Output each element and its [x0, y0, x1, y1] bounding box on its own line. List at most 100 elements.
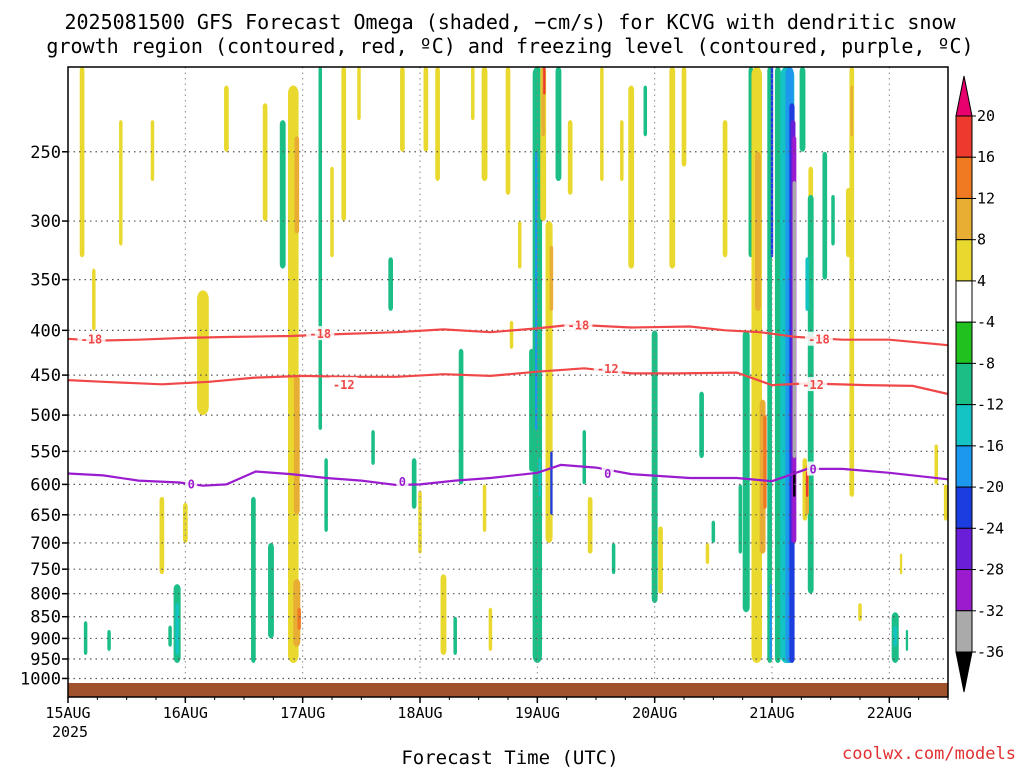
- contour-label: 0: [188, 477, 195, 491]
- contour-line: [67, 463, 949, 487]
- omega-cell: [509, 320, 514, 349]
- omega-cell: [738, 484, 743, 554]
- y-tick-label: 300: [30, 212, 61, 232]
- omega-cell: [850, 85, 853, 137]
- x-tick-label: 16AUG: [163, 704, 208, 722]
- colorbar-swatch: [955, 239, 973, 282]
- colorbar-label: 16: [977, 148, 995, 166]
- omega-cell: [792, 181, 797, 459]
- colorbar-label: -28: [977, 561, 1004, 579]
- colorbar-swatch: [955, 404, 973, 447]
- colorbar-swatch: [955, 362, 973, 406]
- omega-cell: [905, 629, 909, 651]
- omega-cell: [423, 67, 429, 152]
- colorbar-label: -24: [977, 519, 1004, 537]
- contour-label-bg: [799, 377, 828, 392]
- contour-label-bg: [593, 361, 622, 376]
- omega-cell: [482, 484, 487, 532]
- omega-cell: [440, 574, 447, 655]
- contour-label-bg: [807, 461, 820, 476]
- colorbar-label: 4: [977, 272, 986, 290]
- omega-cell: [182, 502, 188, 543]
- omega-cell: [471, 67, 475, 121]
- omega-cell: [488, 607, 493, 651]
- omega-cell: [175, 603, 179, 655]
- x-axis-year: 2025: [52, 723, 88, 741]
- colorbar-label: 20: [977, 107, 995, 125]
- omega-cell: [341, 67, 347, 222]
- y-tick-label: 250: [30, 143, 61, 163]
- y-tick-label: 400: [30, 321, 61, 341]
- y-tick-label: 850: [30, 608, 61, 628]
- omega-cell: [324, 458, 328, 532]
- omega-cell: [107, 629, 111, 651]
- colorbar-swatch: [955, 445, 973, 488]
- temperature-contours: -18 -18 -18 -18 -12 -12 -12 0 0 0 0: [67, 317, 949, 491]
- omega-cell: [763, 415, 767, 509]
- contour-label: -12: [597, 362, 619, 376]
- contour-label: 0: [604, 467, 611, 481]
- x-tick-label: 21AUG: [749, 704, 794, 722]
- omega-cell: [371, 430, 375, 465]
- omega-cell: [262, 103, 268, 222]
- y-tick-label: 1000: [20, 669, 61, 689]
- colorbar-label: -4: [977, 313, 995, 331]
- colorbar-label: 8: [977, 231, 986, 249]
- colorbar-label: 12: [977, 189, 995, 207]
- omega-cell: [587, 496, 593, 554]
- colorbar-label: -32: [977, 602, 1004, 620]
- omega-cell: [555, 67, 562, 182]
- omega-cell: [620, 120, 624, 182]
- omega-cell: [481, 67, 488, 182]
- colorbar-swatch: [955, 115, 973, 158]
- omega-cell: [458, 348, 464, 485]
- y-tick-label: 450: [30, 366, 61, 386]
- omega-cell: [705, 542, 710, 565]
- omega-cell: [293, 375, 300, 515]
- colorbar-swatch: [955, 610, 973, 653]
- x-tick-label: 18AUG: [397, 704, 442, 722]
- omega-cell: [550, 451, 553, 515]
- contour-label-bg: [306, 326, 335, 341]
- contour-label: -18: [309, 327, 331, 341]
- contour-label-bg: [185, 476, 198, 491]
- omega-cell: [805, 257, 809, 311]
- colorbar-label: -36: [977, 643, 1004, 661]
- omega-cell: [435, 67, 440, 182]
- omega-cell: [330, 166, 334, 258]
- omega-cell: [582, 430, 587, 485]
- colorbar-label: -8: [977, 354, 995, 372]
- contour-line: [67, 323, 949, 347]
- credit-text: coolwx.com/models: [842, 744, 1016, 764]
- omega-cell: [400, 67, 405, 152]
- x-axis: 15AUG 16AUG 17AUG 18AUG 19AUG 20AUG 21AUG 22AUG: [45, 697, 949, 722]
- x-tick-label: 19AUG: [515, 704, 560, 722]
- contour-label: 0: [809, 463, 816, 477]
- omega-cell: [388, 257, 394, 311]
- contour-label: -18: [568, 319, 590, 333]
- y-tick-label: 700: [30, 534, 61, 554]
- omega-cell: [831, 194, 835, 246]
- omega-cell: [79, 67, 85, 258]
- omega-cell: [251, 496, 256, 663]
- omega-cell: [297, 607, 301, 630]
- omega-cell: [538, 458, 541, 497]
- plot-area: -18 -18 -18 -18 -12 -12 -12 0 0 0 0: [67, 66, 949, 698]
- contour-label: -12: [333, 378, 355, 392]
- omega-cell: [893, 625, 897, 647]
- omega-cell: [722, 120, 728, 258]
- omega-cell: [119, 120, 123, 246]
- contour-label: -18: [81, 333, 103, 347]
- contour-label-bg: [564, 317, 593, 332]
- colorbar-swatch: [955, 197, 973, 241]
- contour-label: 0: [399, 475, 406, 489]
- omega-cell: [357, 67, 361, 121]
- y-tick-label: 350: [30, 271, 61, 291]
- omega-cell: [543, 67, 546, 95]
- omega-cell: [774, 67, 781, 663]
- omega-cell: [807, 194, 814, 594]
- colorbar-swatch: [955, 280, 973, 323]
- contour-label-bg: [329, 377, 358, 392]
- y-tick-label: 550: [30, 442, 61, 462]
